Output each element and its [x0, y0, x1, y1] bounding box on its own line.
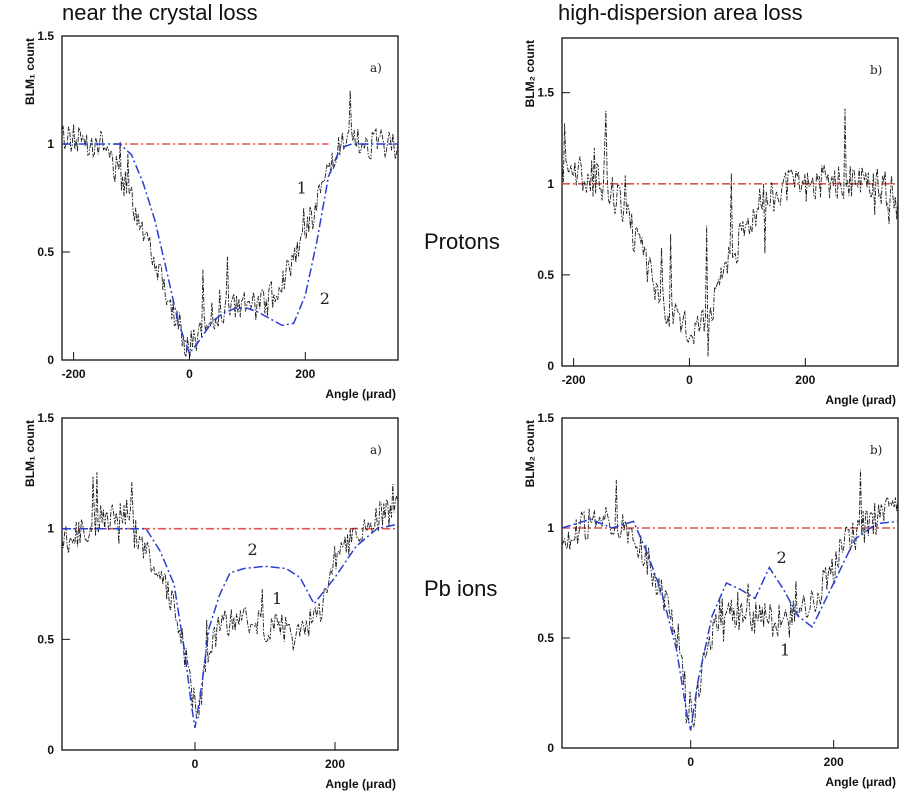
row-label-protons: Protons: [424, 229, 500, 254]
simulation-line: [62, 143, 398, 356]
x-tick-label: -200: [62, 367, 86, 381]
y-tick-label: 1: [47, 137, 54, 151]
y-tick-label: 0: [47, 353, 54, 367]
curve-label: 2: [320, 289, 330, 308]
y-axis-label: BLM₁ count: [23, 38, 37, 105]
column-title-left: near the crystal loss: [62, 0, 258, 25]
row-label-pb-ions: Pb ions: [424, 576, 498, 601]
panel-label: a): [370, 61, 382, 75]
column-title-right: high-dispersion area loss: [558, 0, 803, 25]
x-axis-label: Angle (μrad): [325, 387, 396, 401]
x-tick-label: 200: [295, 367, 315, 381]
y-tick-label: 1.5: [37, 29, 54, 43]
measured-data-line: [61, 90, 399, 358]
y-tick-label: 0.5: [37, 245, 54, 259]
plot-frame: [61, 35, 399, 361]
curve-label: 1: [297, 179, 307, 198]
x-tick-label: 0: [186, 367, 193, 381]
